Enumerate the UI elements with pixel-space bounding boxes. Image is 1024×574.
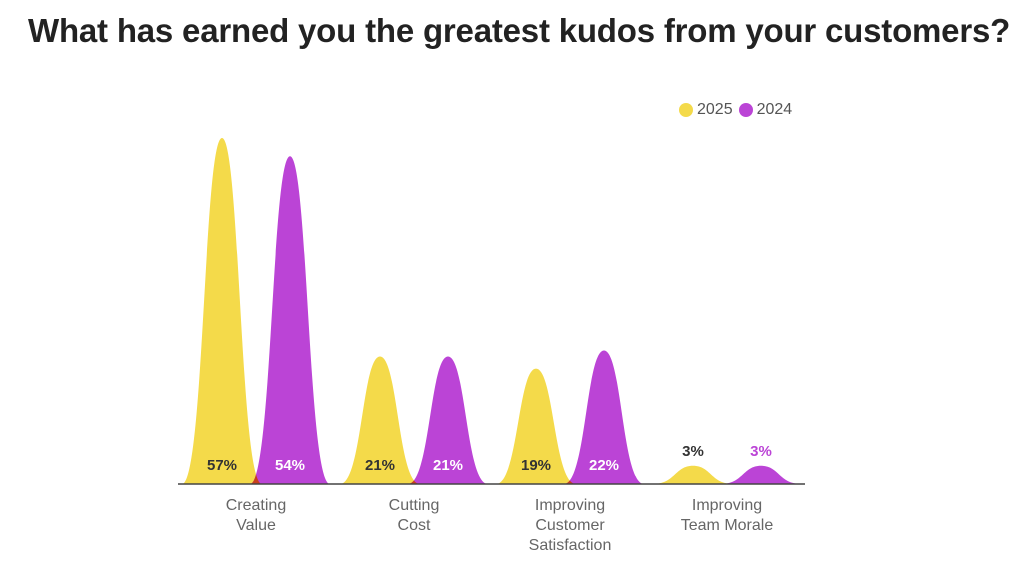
peak-2025-2 <box>496 368 576 484</box>
value-label-2025-0: 57% <box>207 457 237 474</box>
legend-label-2024: 2024 <box>756 101 793 118</box>
peak-2025-3 <box>653 465 733 484</box>
legend: 2025 2024 <box>679 101 798 119</box>
peak-2025-0 <box>182 138 262 484</box>
legend-swatch-2025 <box>679 103 693 117</box>
value-label-2024-3: 3% <box>750 443 772 460</box>
peak-2024-2 <box>564 350 644 484</box>
category-label-3: Improving Team Morale <box>681 497 774 534</box>
category-label-1: Cutting Cost <box>389 497 440 534</box>
legend-item-2024: 2024 <box>738 101 793 119</box>
value-label-2024-2: 22% <box>589 457 619 474</box>
value-label-2024-0: 54% <box>275 457 305 474</box>
value-label-2025-2: 19% <box>521 457 551 474</box>
peak-2025-1 <box>340 356 420 484</box>
category-label-0: Creating Value <box>226 497 286 534</box>
legend-swatch-2024 <box>738 103 753 117</box>
chart-title: What has earned you the greatest kudos f… <box>28 12 1011 49</box>
category-label-2: Improving Customer Satisfaction <box>529 497 612 554</box>
peak-2024-0 <box>250 156 330 485</box>
value-label-2024-1: 21% <box>433 457 463 474</box>
peak-2024-1 <box>408 356 488 484</box>
legend-item-2025: 2025 <box>679 101 733 119</box>
peak-2024-3 <box>721 465 801 484</box>
value-label-2025-1: 21% <box>365 457 395 474</box>
value-label-2025-3: 3% <box>682 443 704 460</box>
legend-label-2025: 2025 <box>697 101 733 118</box>
